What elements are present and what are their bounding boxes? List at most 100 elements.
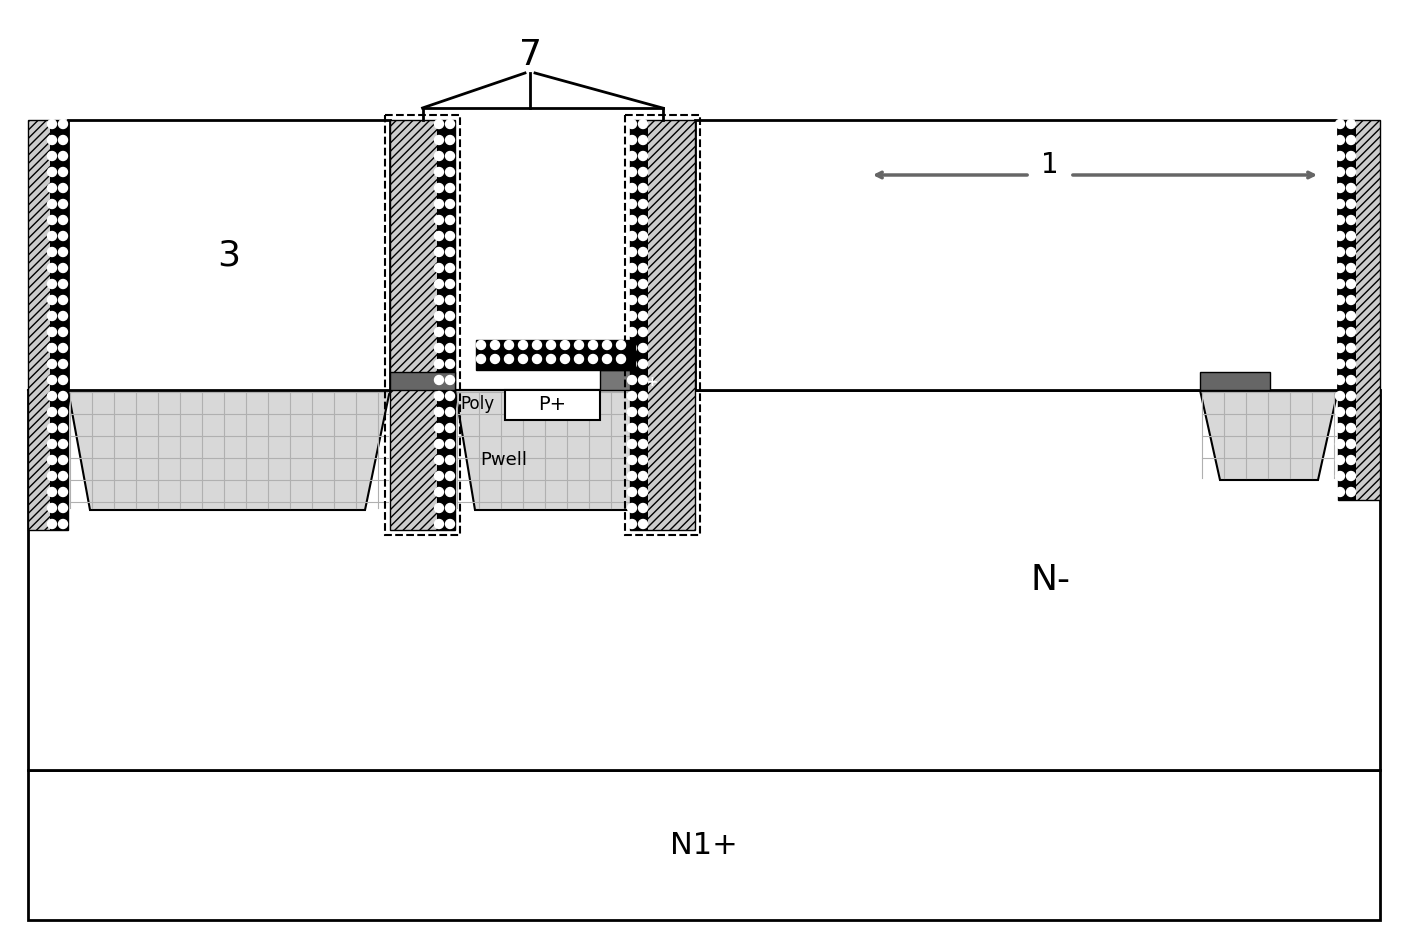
Circle shape (59, 119, 68, 129)
Circle shape (639, 199, 647, 208)
Circle shape (628, 392, 636, 401)
Circle shape (639, 151, 647, 161)
Circle shape (639, 296, 647, 304)
Circle shape (435, 232, 443, 240)
Circle shape (628, 455, 636, 465)
Circle shape (446, 455, 454, 465)
Circle shape (435, 183, 443, 192)
Circle shape (435, 360, 443, 368)
Circle shape (560, 341, 570, 349)
Circle shape (435, 328, 443, 336)
Circle shape (639, 167, 647, 177)
Text: Poly: Poly (460, 395, 494, 413)
Circle shape (639, 232, 647, 240)
Circle shape (446, 360, 454, 368)
Circle shape (48, 519, 56, 529)
Circle shape (639, 519, 647, 529)
Circle shape (628, 312, 636, 320)
Circle shape (48, 455, 56, 465)
Circle shape (48, 215, 56, 224)
Circle shape (639, 439, 647, 449)
Circle shape (1346, 248, 1355, 256)
Circle shape (435, 503, 443, 513)
Circle shape (48, 135, 56, 145)
Circle shape (446, 296, 454, 304)
Circle shape (628, 199, 636, 208)
Circle shape (1335, 167, 1345, 177)
Circle shape (446, 199, 454, 208)
Circle shape (59, 376, 68, 384)
Text: N-: N- (1030, 563, 1069, 597)
Circle shape (639, 503, 647, 513)
Circle shape (1335, 183, 1345, 192)
Circle shape (48, 183, 56, 192)
Circle shape (446, 264, 454, 272)
Circle shape (1346, 487, 1355, 497)
Circle shape (574, 341, 584, 349)
Bar (390, 372, 454, 390)
Bar (390, 120, 454, 530)
Circle shape (1335, 344, 1345, 352)
Circle shape (1335, 280, 1345, 288)
Circle shape (1346, 280, 1355, 288)
Circle shape (639, 264, 647, 272)
Circle shape (1335, 151, 1345, 161)
Circle shape (1346, 360, 1355, 368)
Circle shape (435, 471, 443, 481)
Circle shape (59, 439, 68, 449)
Circle shape (48, 439, 56, 449)
Circle shape (48, 328, 56, 336)
Circle shape (446, 183, 454, 192)
Circle shape (1335, 328, 1345, 336)
Circle shape (628, 503, 636, 513)
Circle shape (435, 344, 443, 352)
Circle shape (59, 503, 68, 513)
Circle shape (446, 232, 454, 240)
Bar (1338, 120, 1356, 500)
Circle shape (446, 519, 454, 529)
Circle shape (628, 264, 636, 272)
Circle shape (1346, 199, 1355, 208)
Circle shape (639, 471, 647, 481)
Circle shape (59, 487, 68, 497)
Circle shape (59, 328, 68, 336)
Circle shape (1346, 151, 1355, 161)
Circle shape (48, 408, 56, 417)
Circle shape (505, 341, 514, 349)
Circle shape (48, 119, 56, 129)
Circle shape (48, 312, 56, 320)
Polygon shape (68, 390, 390, 510)
Text: N+: N+ (636, 375, 658, 389)
Circle shape (491, 341, 499, 349)
Circle shape (435, 392, 443, 401)
Circle shape (59, 344, 68, 352)
Circle shape (616, 341, 626, 349)
Circle shape (1346, 344, 1355, 352)
Circle shape (639, 408, 647, 417)
Circle shape (1335, 471, 1345, 481)
Circle shape (1335, 487, 1345, 497)
Polygon shape (1200, 390, 1338, 480)
Text: 3: 3 (218, 238, 241, 272)
Circle shape (59, 232, 68, 240)
Circle shape (616, 355, 626, 363)
Circle shape (1335, 232, 1345, 240)
Circle shape (546, 341, 556, 349)
Circle shape (519, 341, 528, 349)
Circle shape (446, 215, 454, 224)
Circle shape (628, 151, 636, 161)
Circle shape (1346, 376, 1355, 384)
Circle shape (628, 183, 636, 192)
Circle shape (602, 341, 612, 349)
Circle shape (48, 360, 56, 368)
Circle shape (639, 344, 647, 352)
Circle shape (48, 344, 56, 352)
Circle shape (435, 264, 443, 272)
Circle shape (59, 248, 68, 256)
Circle shape (1335, 135, 1345, 145)
Circle shape (435, 199, 443, 208)
Circle shape (1346, 183, 1355, 192)
Circle shape (1346, 328, 1355, 336)
Circle shape (1346, 455, 1355, 465)
Circle shape (628, 167, 636, 177)
